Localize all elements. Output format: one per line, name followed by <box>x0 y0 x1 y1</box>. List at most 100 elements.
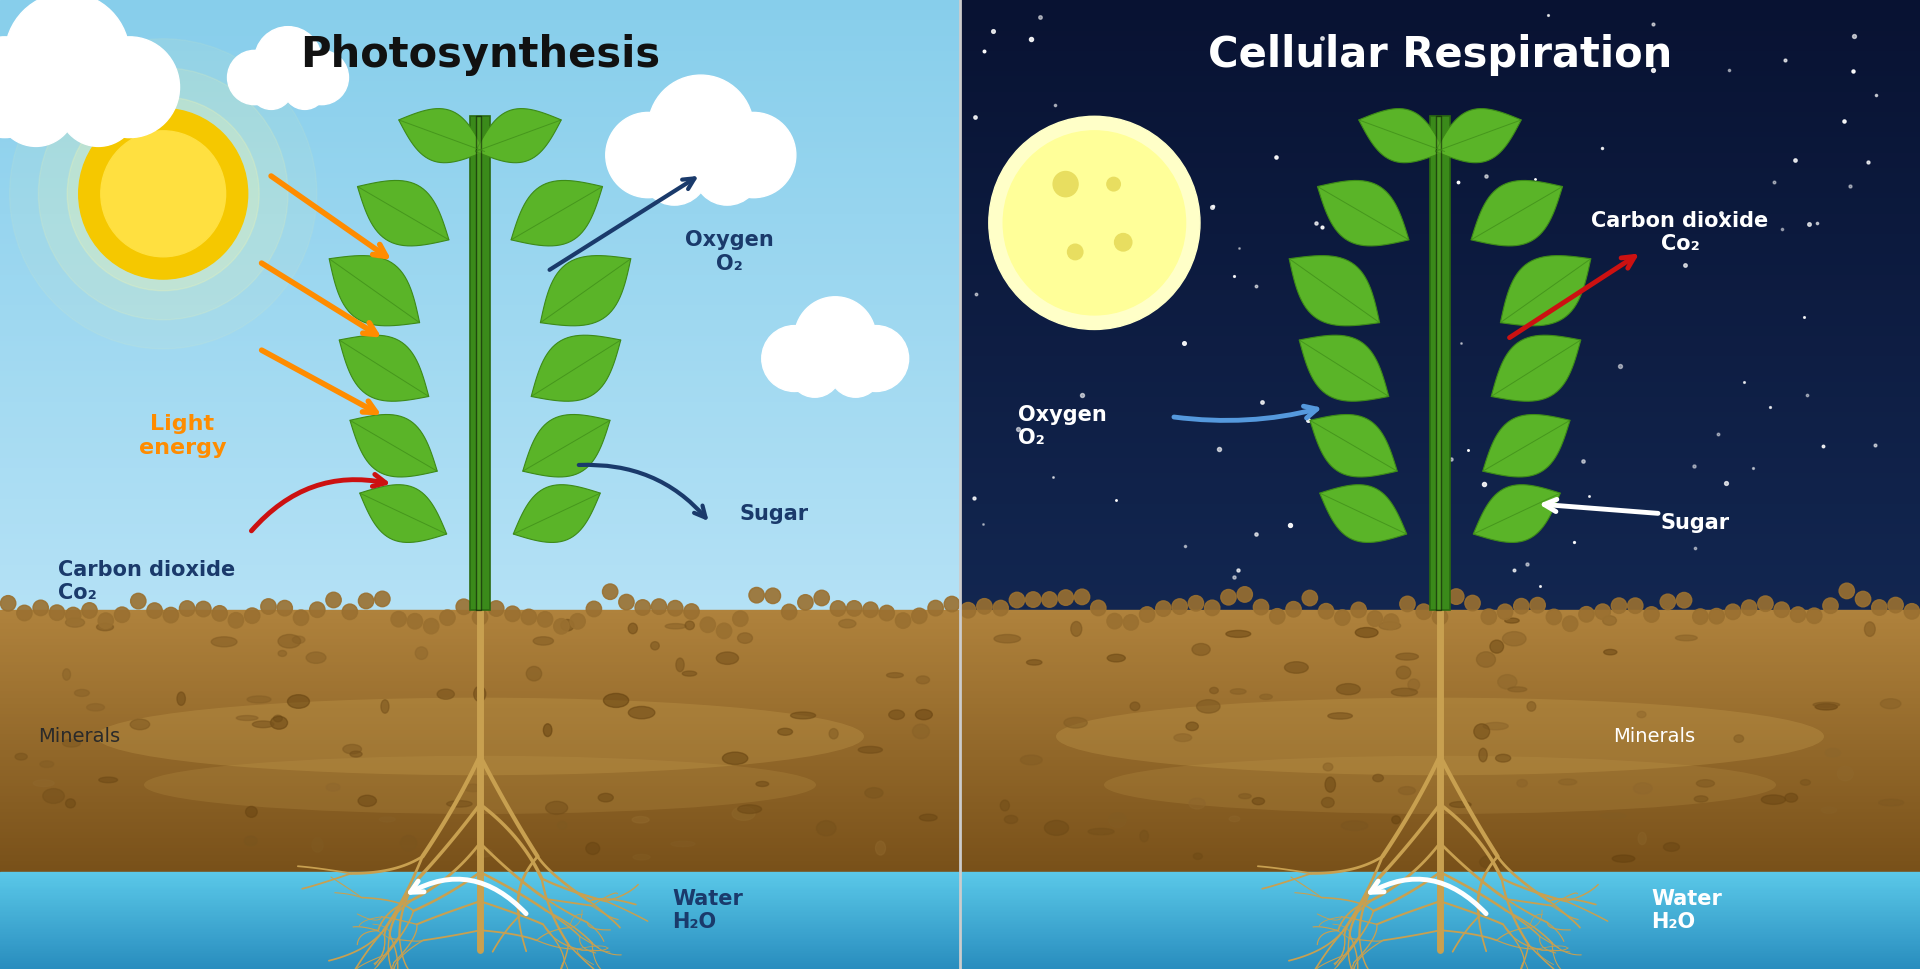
Bar <box>960 781 1920 784</box>
Ellipse shape <box>211 637 236 647</box>
Bar <box>960 777 1920 781</box>
Bar <box>0 361 960 366</box>
Ellipse shape <box>1398 787 1415 795</box>
Bar <box>0 725 960 729</box>
Circle shape <box>1156 601 1171 616</box>
Bar <box>960 751 1920 754</box>
Text: Cellular Respiration: Cellular Respiration <box>1208 34 1672 76</box>
Bar <box>0 194 960 199</box>
Ellipse shape <box>1089 828 1114 835</box>
Bar <box>960 744 1920 748</box>
Bar <box>0 884 960 887</box>
Bar <box>960 5 1920 11</box>
Bar <box>960 377 1920 382</box>
Bar <box>960 696 1920 699</box>
Bar <box>960 479 1920 484</box>
Bar <box>0 432 960 438</box>
Circle shape <box>131 593 146 609</box>
Circle shape <box>228 612 244 628</box>
Ellipse shape <box>732 807 755 821</box>
Circle shape <box>1114 234 1133 251</box>
Bar <box>0 168 960 173</box>
Bar <box>0 458 960 463</box>
Circle shape <box>1236 586 1252 602</box>
Bar <box>0 473 960 479</box>
Ellipse shape <box>664 624 685 629</box>
Bar <box>960 682 1920 686</box>
Bar <box>960 554 1920 560</box>
Bar <box>960 168 1920 173</box>
FancyBboxPatch shape <box>1436 116 1440 610</box>
Circle shape <box>749 587 764 603</box>
Circle shape <box>250 66 292 109</box>
Circle shape <box>163 608 179 623</box>
Ellipse shape <box>1480 856 1503 869</box>
Bar <box>0 935 960 938</box>
Circle shape <box>276 601 292 616</box>
Bar <box>960 627 1920 630</box>
Bar <box>0 748 960 751</box>
Bar <box>0 784 960 787</box>
Circle shape <box>1498 604 1513 619</box>
Bar <box>0 224 960 229</box>
Ellipse shape <box>96 698 864 775</box>
Ellipse shape <box>916 676 929 684</box>
Bar <box>960 0 1920 5</box>
Bar <box>0 650 960 653</box>
Ellipse shape <box>1498 674 1517 689</box>
Text: Oxygen
O₂: Oxygen O₂ <box>1018 405 1106 448</box>
Bar <box>0 509 960 514</box>
Bar <box>960 712 1920 715</box>
Ellipse shape <box>63 669 71 680</box>
Bar <box>960 86 1920 92</box>
Bar <box>0 676 960 679</box>
Circle shape <box>1480 609 1496 624</box>
Circle shape <box>879 606 895 621</box>
Bar <box>960 504 1920 509</box>
Text: Sugar: Sugar <box>739 504 808 523</box>
Bar <box>0 61 960 66</box>
Bar <box>960 326 1920 330</box>
Circle shape <box>1807 608 1822 623</box>
Bar <box>960 705 1920 708</box>
Ellipse shape <box>1044 821 1069 835</box>
Bar <box>960 899 1920 901</box>
Ellipse shape <box>628 706 655 719</box>
PathPatch shape <box>540 256 632 326</box>
Circle shape <box>50 605 65 620</box>
Ellipse shape <box>543 724 551 736</box>
Bar <box>0 529 960 534</box>
Bar <box>0 127 960 133</box>
Ellipse shape <box>33 780 54 787</box>
Ellipse shape <box>1697 780 1715 787</box>
Ellipse shape <box>1392 688 1417 696</box>
Bar <box>960 208 1920 214</box>
Ellipse shape <box>756 781 768 787</box>
Bar <box>0 153 960 158</box>
Bar <box>960 754 1920 758</box>
Bar <box>960 637 1920 640</box>
Ellipse shape <box>1342 821 1367 830</box>
Bar <box>0 729 960 732</box>
Bar <box>0 634 960 637</box>
Bar <box>0 448 960 453</box>
Bar <box>960 913 1920 916</box>
Bar <box>960 595 1920 601</box>
Bar <box>960 964 1920 967</box>
Ellipse shape <box>889 710 904 719</box>
Bar <box>960 300 1920 305</box>
PathPatch shape <box>1500 256 1592 326</box>
Text: Light
energy: Light energy <box>138 415 227 457</box>
Circle shape <box>1661 594 1676 610</box>
Bar <box>960 849 1920 853</box>
Circle shape <box>1741 600 1757 615</box>
Bar <box>960 524 1920 529</box>
Bar <box>960 882 1920 884</box>
Bar <box>0 820 960 823</box>
Bar <box>960 948 1920 950</box>
Bar <box>960 163 1920 168</box>
Bar <box>0 579 960 585</box>
Ellipse shape <box>670 841 695 847</box>
Bar <box>0 565 960 570</box>
Text: Carbon dioxide
Co₂: Carbon dioxide Co₂ <box>1592 211 1768 254</box>
